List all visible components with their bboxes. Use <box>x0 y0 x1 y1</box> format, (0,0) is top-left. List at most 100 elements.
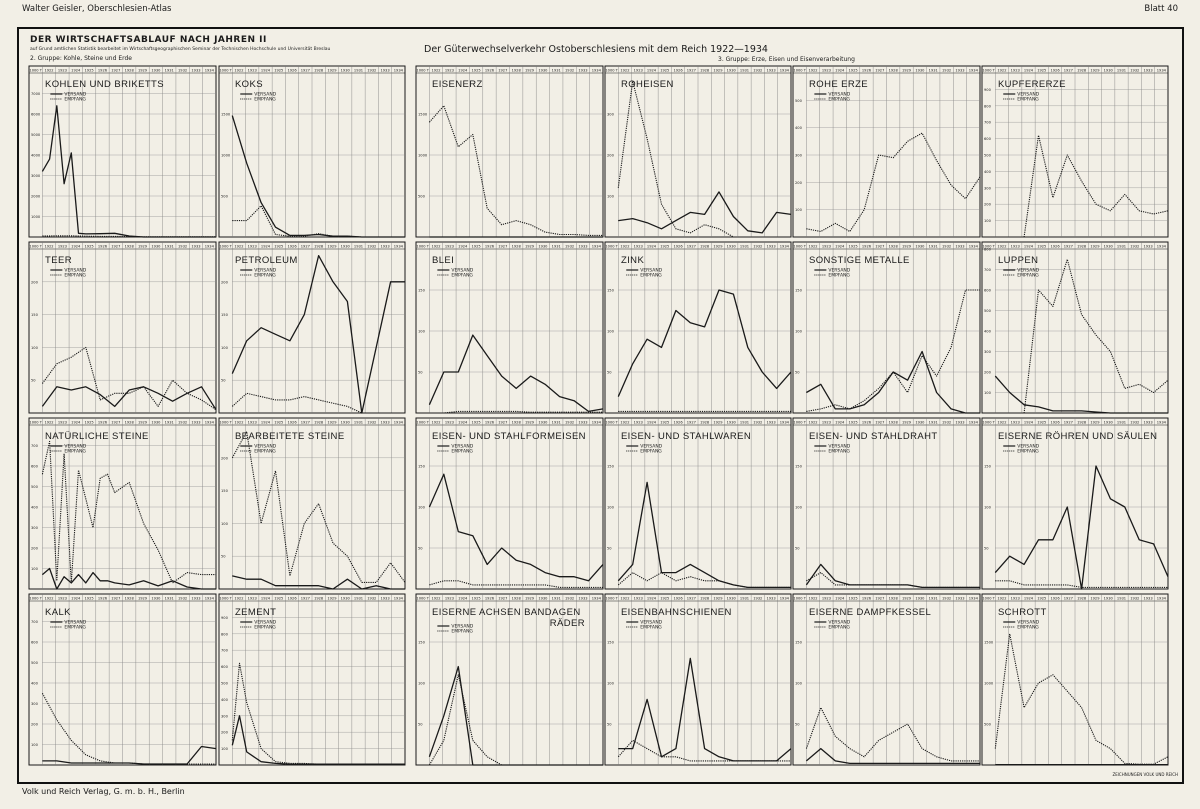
panel-title: PETROLEUM <box>235 255 298 266</box>
value-tick-label: 400 <box>795 126 803 130</box>
year-tick-label: 1922 <box>997 245 1006 249</box>
year-tick-label: 1928 <box>125 597 135 601</box>
value-tick-label: 150 <box>418 465 426 469</box>
year-tick-label: 1927 <box>1064 245 1073 249</box>
year-tick-label: 1927 <box>301 69 310 73</box>
value-tick-label: 100 <box>221 346 229 350</box>
series-empfang-line <box>806 132 981 233</box>
legend-empfang-label: EMPFANG <box>254 273 276 279</box>
year-tick-label: 1924 <box>647 597 657 601</box>
year-tick-label: 1934 <box>394 69 404 73</box>
value-tick-label: 200 <box>31 547 39 551</box>
year-tick-label: 1922 <box>234 69 243 73</box>
year-tick-label: 1928 <box>314 245 324 249</box>
value-tick-label: 150 <box>795 465 803 469</box>
legend-versand-label: VERSAND <box>64 444 86 450</box>
year-tick-label: 1929 <box>902 69 912 73</box>
year-tick-label: 1934 <box>1157 245 1167 249</box>
panel-petroleum: 1000 T 1922 1923 1924 1925 1926 1927 1928 1929 19… <box>218 241 406 414</box>
legend-empfang-label: EMPFANG <box>640 625 662 631</box>
unit-label: 1000 T <box>605 69 618 73</box>
series-empfang-line <box>429 410 603 414</box>
year-tick-label: 1926 <box>673 69 683 73</box>
year-tick-label: 1928 <box>700 69 710 73</box>
value-tick-label: 100 <box>31 346 39 350</box>
year-tick-label: 1926 <box>1050 597 1060 601</box>
series-versand-line <box>805 747 980 765</box>
year-tick-label: 1927 <box>1064 421 1073 425</box>
year-tick-label: 1924 <box>647 69 657 73</box>
series-versand-line <box>41 567 216 590</box>
value-tick-label: 500 <box>31 661 39 665</box>
panel-sonstige-metalle: 1000 T 1922 1923 1924 1925 1926 1927 1928 1929 19… <box>792 241 981 414</box>
legend-versand-label: VERSAND <box>640 620 662 626</box>
year-tick-label: 1922 <box>808 245 817 249</box>
value-tick-label: 600 <box>31 465 39 469</box>
year-tick-label: 1934 <box>205 69 215 73</box>
year-tick-label: 1930 <box>341 421 351 425</box>
series-versand-line <box>231 254 405 414</box>
value-tick-label: 800 <box>984 104 992 108</box>
panel-eisen-und-stahldraht: 1000 T 1922 1923 1924 1925 1926 1927 1928 1929 19… <box>792 417 981 590</box>
legend-empfang-label: EMPFANG <box>828 625 850 631</box>
value-tick-label: 700 <box>31 620 39 624</box>
panel-kupfererze: 1000 T 1922 1923 1924 1925 1926 1927 1928 1929 19… <box>981 65 1169 238</box>
year-tick-label: 1924 <box>261 597 271 601</box>
value-tick-label: 600 <box>31 641 39 645</box>
panel-eisen-und-stahlformeisen: 1000 T 1922 1923 1924 1925 1926 1927 1928 1929 19… <box>415 417 604 590</box>
value-tick-label: 50 <box>984 547 989 551</box>
value-tick-label: 150 <box>984 465 992 469</box>
value-tick-label: 100 <box>31 743 39 747</box>
sheet-title: DER WIRTSCHAFTSABLAUF NACH JAHREN II <box>30 35 267 45</box>
panel-bearbeitete-steine: 1000 T 1922 1923 1924 1925 1926 1927 1928 1929 19… <box>218 417 406 590</box>
year-tick-label: 1930 <box>341 245 351 249</box>
year-tick-label: 1932 <box>565 597 574 601</box>
year-tick-label: 1927 <box>111 421 120 425</box>
value-tick-label: 50 <box>795 371 800 375</box>
year-tick-label: 1929 <box>525 597 535 601</box>
year-tick-label: 1926 <box>98 421 108 425</box>
unit-label: 1000 T <box>793 421 806 425</box>
year-tick-label: 1922 <box>431 597 440 601</box>
legend-empfang-label: EMPFANG <box>1017 273 1039 279</box>
year-tick-label: 1929 <box>1090 69 1100 73</box>
value-tick-label: 400 <box>31 682 39 686</box>
year-tick-label: 1933 <box>1143 421 1152 425</box>
value-tick-label: 500 <box>795 99 803 103</box>
year-tick-label: 1927 <box>111 69 120 73</box>
legend-versand-label: VERSAND <box>1017 268 1039 274</box>
unit-label: 1000 T <box>416 421 429 425</box>
year-tick-label: 1924 <box>1024 69 1034 73</box>
year-tick-label: 1928 <box>889 245 899 249</box>
year-tick-label: 1932 <box>942 69 951 73</box>
year-tick-label: 1931 <box>929 245 938 249</box>
year-tick-label: 1924 <box>261 245 271 249</box>
panel-title: KALK <box>45 607 71 618</box>
panel-title: RÄDER <box>550 618 585 629</box>
year-tick-label: 1923 <box>1011 597 1020 601</box>
legend-empfang-label: EMPFANG <box>640 449 662 455</box>
year-tick-label: 1931 <box>165 245 174 249</box>
year-tick-label: 1933 <box>191 421 200 425</box>
series-versand-line <box>617 289 792 397</box>
year-tick-label: 1926 <box>862 245 872 249</box>
legend-versand-label: VERSAND <box>254 92 276 98</box>
year-tick-label: 1933 <box>578 245 587 249</box>
unit-label: 1000 T <box>416 245 429 249</box>
series-empfang-line <box>617 739 791 762</box>
panel-eisen-und-stahlwaren: 1000 T 1922 1923 1924 1925 1926 1927 1928 1929 19… <box>604 417 792 590</box>
panel-roheisen: 1000 T 1922 1923 1924 1925 1926 1927 1928 1929 19… <box>604 65 792 238</box>
panel-natürliche-steine: 1000 T 1922 1923 1924 1925 1926 1927 1928 1929 19… <box>28 417 217 590</box>
year-tick-label: 1925 <box>85 245 94 249</box>
year-tick-label: 1930 <box>915 421 925 425</box>
value-tick-label: 1000 <box>984 682 994 686</box>
year-tick-label: 1928 <box>1077 597 1087 601</box>
value-tick-label: 100 <box>418 682 426 686</box>
year-tick-label: 1925 <box>472 245 481 249</box>
year-tick-label: 1926 <box>485 69 495 73</box>
value-tick-label: 400 <box>221 698 229 702</box>
series-empfang-line <box>231 392 405 414</box>
year-tick-label: 1927 <box>498 69 507 73</box>
value-tick-label: 50 <box>418 723 423 727</box>
value-tick-label: 150 <box>607 641 615 645</box>
